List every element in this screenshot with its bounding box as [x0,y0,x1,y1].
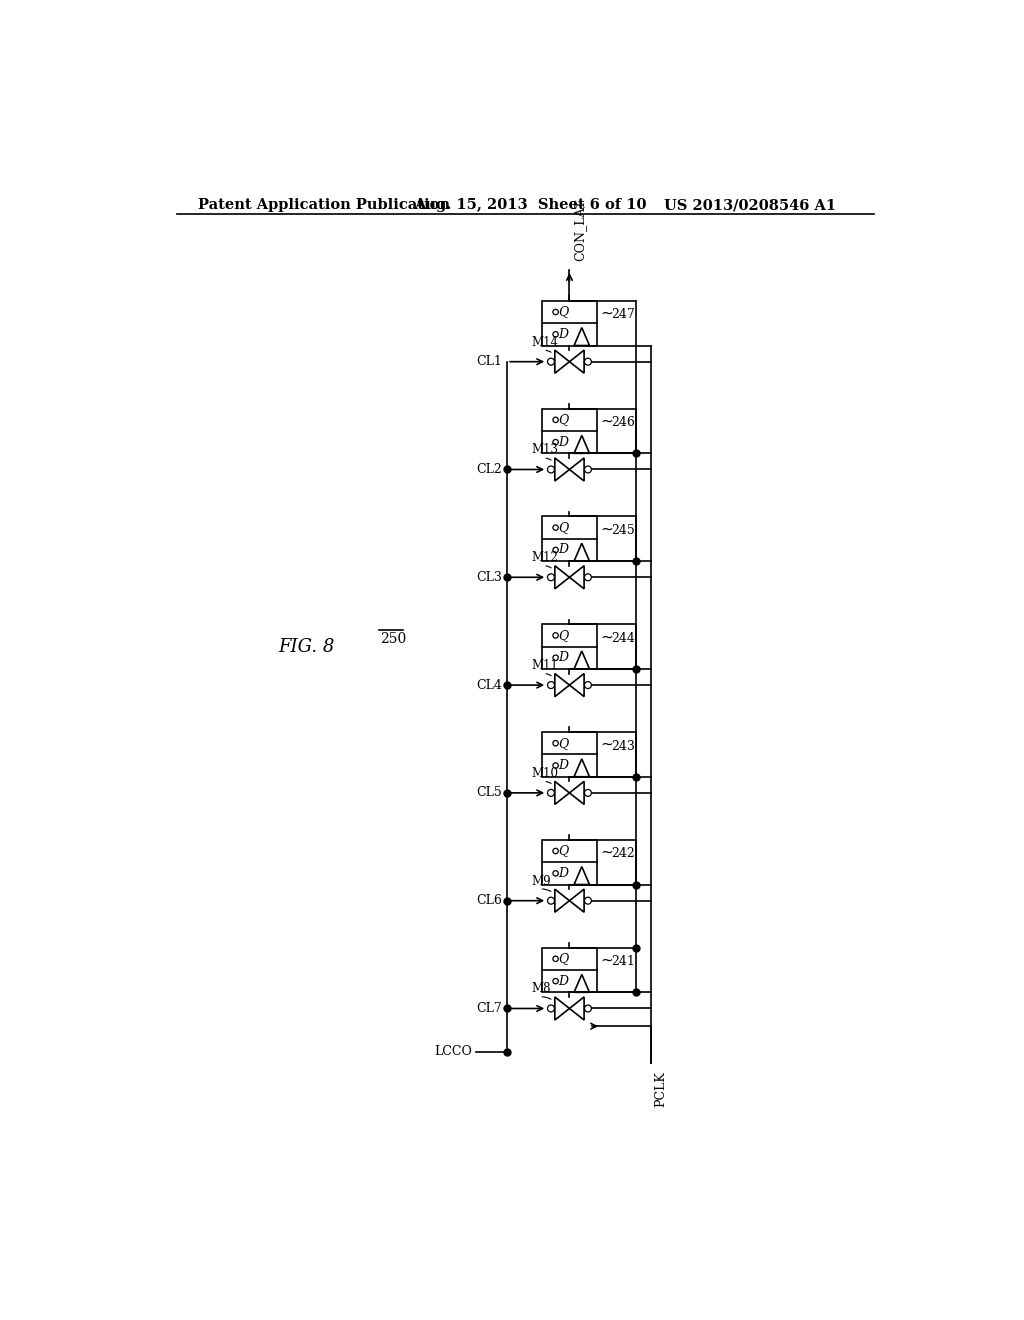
Text: US 2013/0208546 A1: US 2013/0208546 A1 [665,198,837,213]
Text: ~: ~ [600,630,613,644]
Text: Q: Q [558,737,568,750]
Text: ~: ~ [600,413,613,429]
Bar [542,516,597,561]
Text: 242: 242 [611,847,635,861]
Text: M11: M11 [531,659,559,672]
Text: 244: 244 [611,632,635,644]
Text: CL5: CL5 [477,787,503,800]
Text: D: D [558,867,568,880]
Text: M8: M8 [531,982,551,995]
Text: ~: ~ [600,845,613,859]
Bar [542,301,597,346]
Text: Patent Application Publication: Patent Application Publication [199,198,451,213]
Text: D: D [558,759,568,772]
Text: LCCO: LCCO [434,1045,472,1059]
Text: CL6: CL6 [476,894,503,907]
Text: ~: ~ [600,306,613,321]
Text: Q: Q [558,521,568,535]
Text: M13: M13 [531,444,559,457]
Bar [542,840,597,884]
Text: ~: ~ [600,953,613,968]
Text: Q: Q [558,628,568,642]
Bar [542,624,597,669]
Text: FIG. 8: FIG. 8 [279,639,335,656]
Text: D: D [558,651,568,664]
Text: Aug. 15, 2013  Sheet 6 of 10: Aug. 15, 2013 Sheet 6 of 10 [414,198,646,213]
Text: Q: Q [558,305,568,318]
Text: D: D [558,544,568,557]
Text: CL3: CL3 [476,570,503,583]
Text: 246: 246 [611,416,635,429]
Text: M14: M14 [531,335,559,348]
Text: M9: M9 [531,875,551,887]
Text: CL2: CL2 [477,463,503,477]
Text: Q: Q [558,413,568,426]
Text: 250: 250 [380,632,407,645]
Text: CL1: CL1 [476,355,503,368]
Text: D: D [558,974,568,987]
Text: CL7: CL7 [477,1002,503,1015]
Text: 241: 241 [611,956,635,968]
Bar [542,733,597,776]
Text: M10: M10 [531,767,559,780]
Text: CL4: CL4 [476,678,503,692]
Text: ~: ~ [600,737,613,752]
Text: Q: Q [558,845,568,858]
Text: Q: Q [558,952,568,965]
Text: D: D [558,436,568,449]
Bar [542,948,597,993]
Text: D: D [558,327,568,341]
Text: PCLK: PCLK [654,1071,668,1106]
Text: 243: 243 [611,739,635,752]
Text: 245: 245 [611,524,635,537]
Text: 247: 247 [611,309,635,321]
Text: CON_LAT: CON_LAT [573,198,587,261]
Bar [542,409,597,453]
Text: M12: M12 [531,552,559,564]
Text: ~: ~ [600,521,613,536]
